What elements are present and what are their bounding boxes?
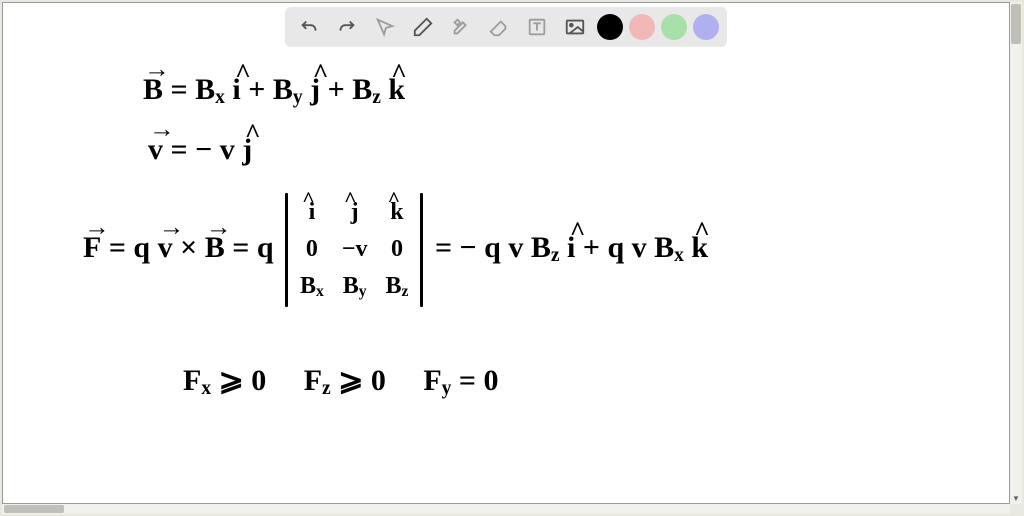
eraser-tool[interactable] <box>483 11 515 43</box>
pointer-tool[interactable] <box>369 11 401 43</box>
whiteboard-canvas[interactable]: B = Bx i + By j + Bz k v = − v j F = q v… <box>2 2 1010 504</box>
text-tool[interactable] <box>521 11 553 43</box>
pen-tool[interactable] <box>407 11 439 43</box>
redo-button[interactable] <box>331 11 363 43</box>
scroll-thumb-h[interactable] <box>4 505 64 513</box>
vertical-scrollbar[interactable]: ▲ ▼ <box>1010 2 1022 504</box>
scroll-down-arrow[interactable]: ▼ <box>1010 492 1022 504</box>
tools-icon[interactable] <box>445 11 477 43</box>
color-green[interactable] <box>661 14 687 40</box>
equation-v: v = − v j <box>148 133 252 167</box>
image-tool[interactable] <box>559 11 591 43</box>
color-black[interactable] <box>597 14 623 40</box>
color-pink[interactable] <box>629 14 655 40</box>
equation-F: F = q v × B = q i j k 0 −v 0 Bx By Bz = … <box>83 193 708 307</box>
horizontal-scrollbar[interactable] <box>2 504 1010 514</box>
undo-button[interactable] <box>293 11 325 43</box>
equation-B: B = Bx i + By j + Bz k <box>143 73 405 109</box>
equation-conditions: Fx ⩾ 0 Fz ⩾ 0 Fy = 0 <box>183 363 499 400</box>
toolbar <box>285 7 727 47</box>
determinant: i j k 0 −v 0 Bx By Bz <box>285 193 423 307</box>
scroll-thumb-v[interactable] <box>1011 4 1021 44</box>
color-purple[interactable] <box>693 14 719 40</box>
